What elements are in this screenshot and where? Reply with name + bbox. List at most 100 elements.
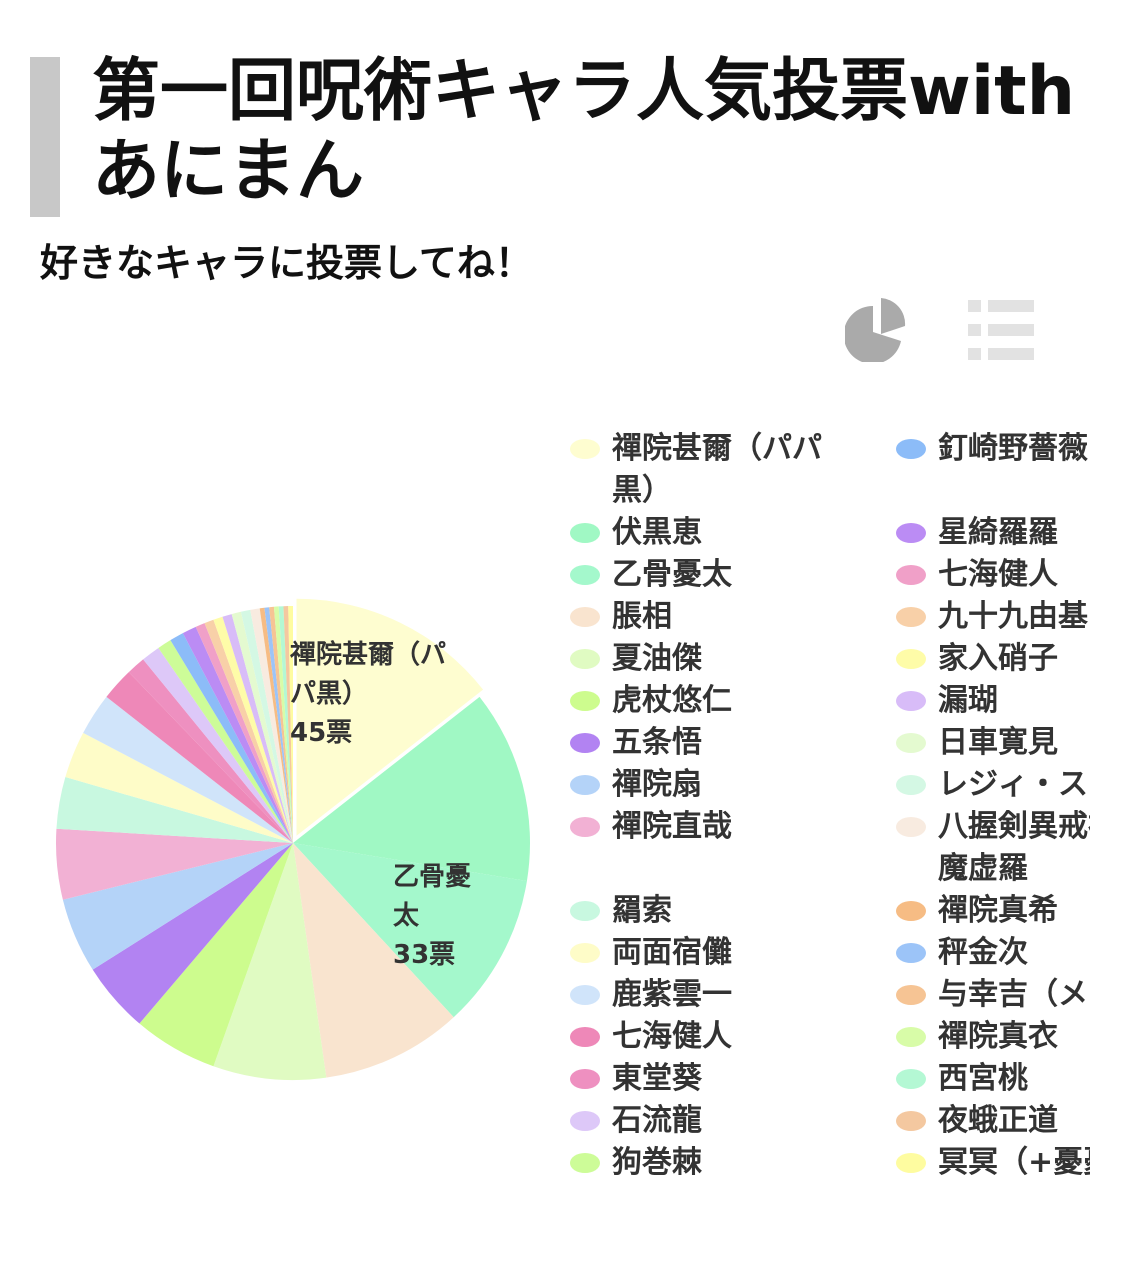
legend-swatch	[896, 775, 926, 795]
pie-slice[interactable]	[269, 606, 293, 843]
legend-item[interactable]: レジィ・スター	[892, 764, 1090, 806]
legend-item[interactable]: 乙骨憂太	[566, 554, 892, 596]
pie-slice[interactable]	[143, 647, 293, 843]
legend-swatch	[896, 901, 926, 921]
pie-slice[interactable]	[139, 843, 293, 1067]
legend-label: 八握剣異戒神将魔虚羅	[938, 809, 1090, 886]
legend-item[interactable]: 夜蛾正道	[892, 1100, 1090, 1142]
pie-slice[interactable]	[92, 843, 294, 1024]
legend-item[interactable]: 冥冥（+憂憂）	[892, 1142, 1090, 1184]
legend-label: 家入硝子	[938, 641, 1058, 676]
legend-swatch	[896, 607, 926, 627]
legend-item[interactable]: 星綺羅羅	[892, 512, 1090, 554]
legend-item[interactable]: 日車寛見	[892, 722, 1090, 764]
legend-item[interactable]: 禪院真希	[892, 890, 1090, 932]
legend-item[interactable]: 鹿紫雲一	[566, 974, 892, 1016]
legend-label: 五条悟	[612, 725, 702, 760]
pie-slice[interactable]	[204, 619, 293, 843]
legend-label: 夏油傑	[612, 641, 702, 676]
pie-slice[interactable]	[106, 672, 293, 843]
legend-label: 禪院甚爾（パパ黒）	[612, 431, 822, 508]
list-icon[interactable]	[968, 296, 1036, 362]
legend-label: 七海健人	[938, 557, 1058, 592]
legend-label: 禪院直哉	[612, 809, 732, 844]
pie-slice[interactable]	[83, 696, 293, 843]
legend-item[interactable]: 狗巻棘	[566, 1142, 892, 1184]
pie-slice[interactable]	[278, 606, 293, 843]
pie-slice[interactable]	[222, 614, 293, 843]
legend-item[interactable]: 禪院直哉	[566, 806, 892, 890]
legend-swatch	[570, 733, 600, 753]
legend-item[interactable]: 漏瑚	[892, 680, 1090, 722]
pie-slice[interactable]	[128, 659, 293, 843]
pie-slice[interactable]	[250, 608, 293, 843]
pie-slice[interactable]	[259, 607, 293, 843]
title-accent-bar	[30, 57, 60, 217]
legend-swatch	[896, 523, 926, 543]
legend-item[interactable]: 家入硝子	[892, 638, 1090, 680]
pie-slice[interactable]	[240, 609, 293, 843]
legend-label: 西宮桃	[938, 1061, 1028, 1096]
legend-item[interactable]: 東堂葵	[566, 1058, 892, 1100]
legend-swatch	[896, 943, 926, 963]
legend-item[interactable]: 釘崎野薔薇	[892, 428, 1090, 512]
legend-item[interactable]: 与幸吉（メカ丸）	[892, 974, 1090, 1016]
legend-item[interactable]: 八握剣異戒神将魔虚羅	[892, 806, 1090, 890]
pie-slice[interactable]	[293, 843, 527, 1018]
legend-item[interactable]: 夏油傑	[566, 638, 892, 680]
legend-label: レジィ・スター	[938, 767, 1090, 802]
page-subtitle: 好きなキャラに投票してね！	[40, 241, 533, 285]
pie-slice[interactable]	[170, 633, 293, 843]
legend-label: 禪院扇	[612, 767, 702, 802]
slice-label-1: 禪院甚爾（パパ黒） 45票	[290, 640, 447, 748]
legend-swatch	[896, 439, 926, 459]
pie-slice[interactable]	[293, 843, 454, 1078]
legend-item[interactable]: 禪院扇	[566, 764, 892, 806]
legend-label: 乙骨憂太	[612, 557, 732, 592]
legend-item[interactable]: 九十九由基	[892, 596, 1090, 638]
legend-label: 与幸吉（メカ丸）	[938, 977, 1090, 1012]
pie-slice[interactable]	[296, 598, 484, 836]
legend-label: 夜蛾正道	[938, 1103, 1058, 1138]
legend-item[interactable]: 七海健人	[566, 1016, 892, 1058]
legend-item[interactable]: 禪院真衣	[892, 1016, 1090, 1058]
pie-slice[interactable]	[213, 843, 327, 1080]
legend-item[interactable]: 七海健人	[892, 554, 1090, 596]
pie-slice[interactable]	[56, 828, 293, 900]
legend-item[interactable]: 両面宿儺	[566, 932, 892, 974]
legend-swatch	[570, 775, 600, 795]
pie-slice[interactable]	[158, 640, 293, 843]
legend-swatch	[570, 439, 600, 459]
legend-item[interactable]: 羂索	[566, 890, 892, 932]
legend-label: 漏瑚	[938, 683, 998, 718]
legend-label: 七海健人	[612, 1019, 732, 1054]
pie-slice[interactable]	[56, 777, 293, 843]
pie-slice[interactable]	[182, 626, 293, 843]
pie-slice[interactable]	[213, 616, 293, 843]
pie-slice[interactable]	[264, 607, 293, 843]
pie-slice[interactable]	[273, 606, 293, 843]
legend-swatch	[896, 1111, 926, 1131]
legend-item[interactable]: 伏黒恵	[566, 512, 892, 554]
legend-item[interactable]: 脹相	[566, 596, 892, 638]
legend-item[interactable]: 西宮桃	[892, 1058, 1090, 1100]
legend-swatch	[570, 565, 600, 585]
pie-slice[interactable]	[195, 623, 293, 843]
legend-item[interactable]: 禪院甚爾（パパ黒）	[566, 428, 892, 512]
legend-item[interactable]: 秤金次	[892, 932, 1090, 974]
legend-swatch	[896, 1069, 926, 1089]
legend-item[interactable]: 虎杖悠仁	[566, 680, 892, 722]
pie-slice[interactable]	[65, 732, 293, 843]
pie-slice[interactable]	[62, 843, 294, 970]
legend-swatch	[896, 1027, 926, 1047]
legend-swatch	[896, 985, 926, 1005]
pie-slice[interactable]	[283, 606, 293, 843]
legend-item[interactable]: 石流龍	[566, 1100, 892, 1142]
pie-slice[interactable]	[293, 696, 530, 882]
legend-item[interactable]: 五条悟	[566, 722, 892, 764]
legend-label: 禪院真希	[938, 893, 1058, 928]
pie-slice[interactable]	[231, 611, 293, 843]
pie-chart-icon[interactable]	[843, 296, 907, 364]
pie-slice[interactable]	[288, 606, 293, 843]
legend-label: 虎杖悠仁	[612, 683, 732, 718]
